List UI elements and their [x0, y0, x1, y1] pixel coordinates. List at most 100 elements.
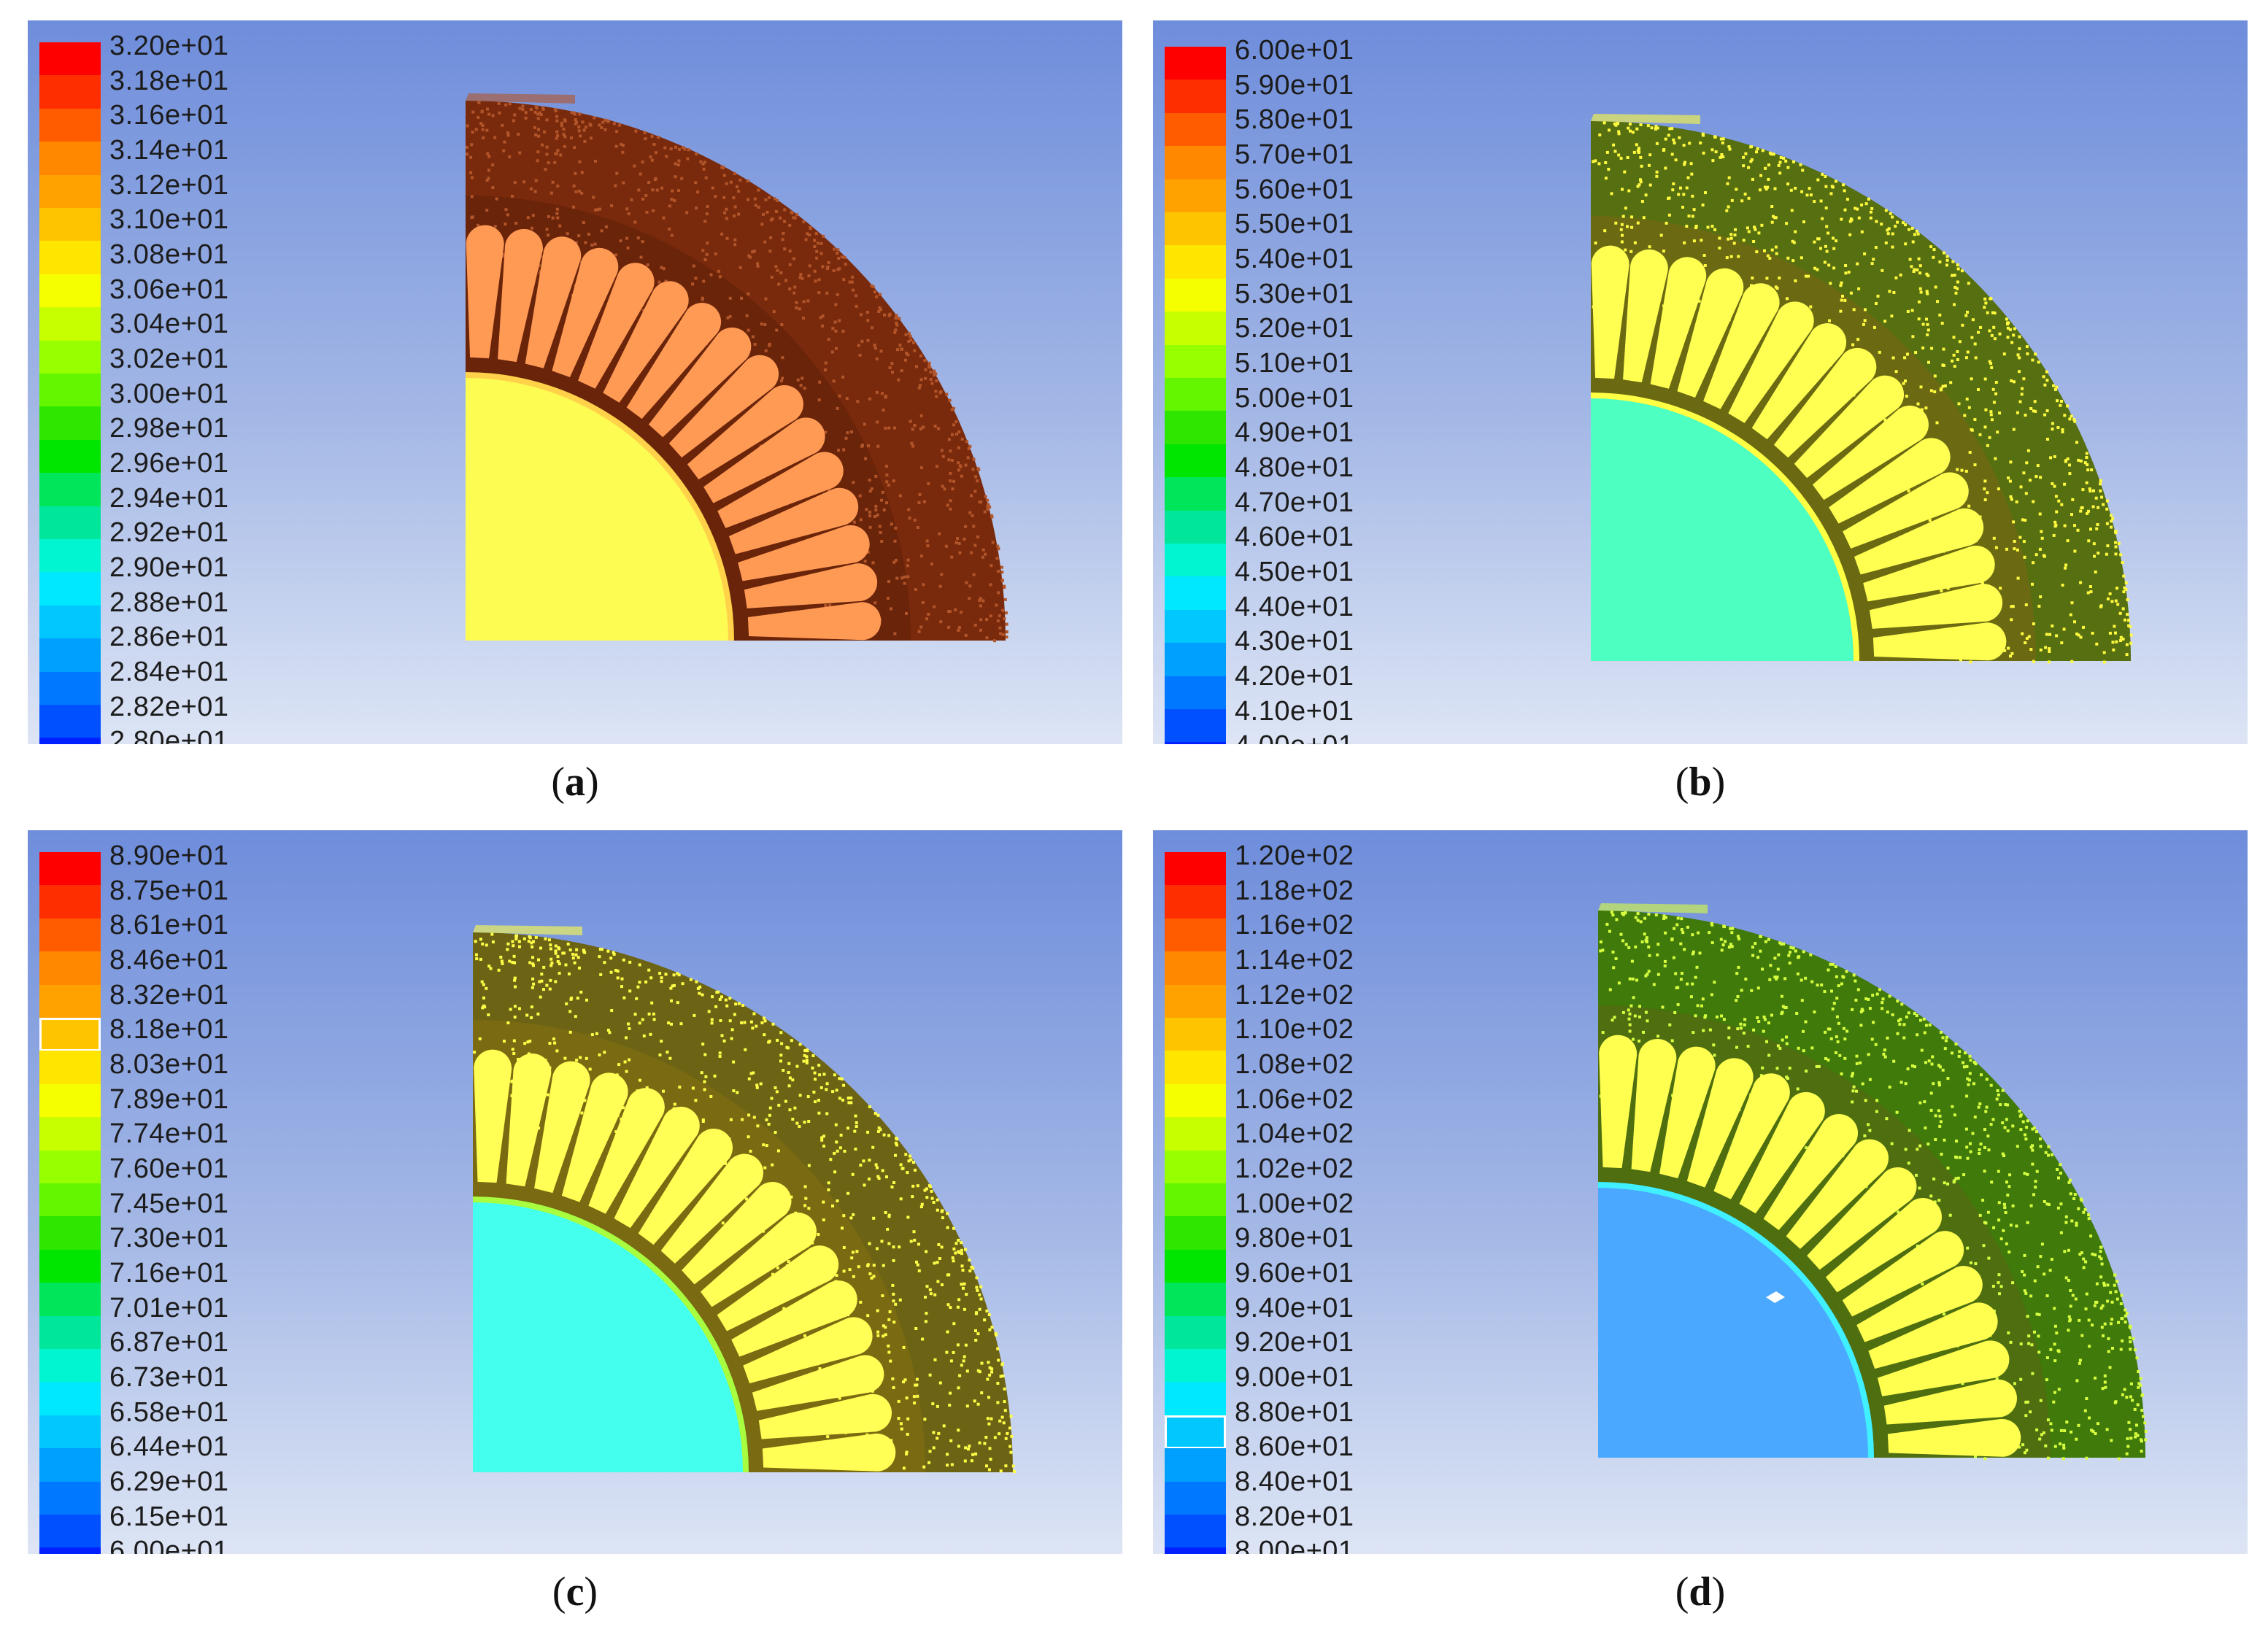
- colorbar-tick-label: 7.16e+01: [109, 1258, 229, 1289]
- colorbar-tick-label: 9.60e+01: [1235, 1258, 1354, 1289]
- stator-slot: [588, 1088, 665, 1214]
- colorbar-band: [1165, 112, 1226, 147]
- colorbar-band: [1165, 344, 1226, 379]
- colorbar-c: 8.90e+01 8.75e+01 8.61e+01 8.46e+01 8.32e+01…: [39, 842, 228, 1554]
- stator-slot: [758, 1393, 892, 1439]
- colorbar-tick-label: 5.10e+01: [1235, 348, 1354, 379]
- colorbar-band: [39, 1117, 101, 1151]
- colorbar-band: [1165, 1150, 1226, 1184]
- colorbar-tick-label: 2.80e+01: [109, 726, 229, 744]
- stator-slot: [603, 281, 689, 403]
- colorbar-band: [1165, 709, 1226, 743]
- colorbar-band: [1165, 444, 1226, 478]
- stator-slot: [728, 487, 859, 554]
- colorbar-tick-label: 4.80e+01: [1235, 452, 1354, 484]
- colorbar-tick-label: 1.12e+02: [1235, 979, 1354, 1010]
- colorbar-band: [39, 142, 101, 176]
- colorbar-band: [39, 1183, 101, 1217]
- stator-slot: [1763, 1114, 1859, 1231]
- rotor-artifact: [1766, 1291, 1785, 1303]
- colorbar-tick-label: 2.84e+01: [109, 657, 229, 688]
- stator-slot: [668, 355, 779, 458]
- colorbar-tick-label: 8.80e+01: [1235, 1396, 1354, 1428]
- stator-slot: [552, 247, 619, 378]
- colorbar-band: [1165, 510, 1226, 544]
- colorbar-band: [39, 951, 101, 986]
- colorbar-band: [39, 1515, 101, 1548]
- colorbar-tick-label: 3.14e+01: [109, 135, 229, 166]
- stator-slot: [1843, 472, 1969, 549]
- colorbar-band: [39, 1415, 101, 1449]
- colorbar-band: [39, 274, 101, 308]
- colorbar-band: [1165, 1216, 1226, 1250]
- colorbar-band: [39, 1349, 101, 1383]
- colorbar-tick-label: 3.16e+01: [109, 100, 229, 131]
- colorbar-band: [1165, 312, 1226, 346]
- stator-slot: [717, 452, 844, 528]
- colorbar-tick-label: 9.40e+01: [1235, 1292, 1354, 1323]
- colorbar-band: [1165, 576, 1226, 611]
- colorbar-band: [39, 852, 101, 886]
- colorbar-band: [39, 572, 101, 606]
- colorbar-tick-label: 8.90e+01: [109, 840, 229, 871]
- colorbar-band: [1165, 1515, 1226, 1548]
- colorbar-tick-label: 4.20e+01: [1235, 661, 1354, 692]
- colorbar-band: [39, 439, 101, 473]
- colorbar-tick-label: 7.30e+01: [109, 1223, 229, 1254]
- colorbar-band: [39, 638, 101, 673]
- colorbar-tick-label: 2.90e+01: [109, 552, 229, 584]
- colorbar-tick-label: 1.14e+02: [1235, 945, 1354, 975]
- colorbar-band: [1165, 544, 1226, 577]
- stator-slot: [578, 263, 655, 389]
- colorbar-tick-label: 3.00e+01: [109, 378, 229, 409]
- colorbar-tick-label: 5.30e+01: [1235, 278, 1354, 309]
- colorbar-tick-label: 4.30e+01: [1235, 626, 1354, 657]
- colorbar-band: [1165, 212, 1226, 246]
- colorbar-band: [39, 539, 101, 573]
- colorbar-band: [39, 1083, 101, 1118]
- colorbar-tick-label: 5.90e+01: [1235, 69, 1354, 101]
- colorbar-band: [39, 1382, 101, 1416]
- colorbar-band: [1165, 146, 1226, 180]
- colorbar-tick-label: 6.00e+01: [1235, 35, 1354, 66]
- colorbar-tick-label: 6.58e+01: [109, 1396, 229, 1428]
- colorbar-tick-label: 9.00e+01: [1235, 1362, 1354, 1393]
- colorbar-band: [1165, 1547, 1226, 1554]
- stator-slot: [626, 303, 722, 420]
- stator-slot: [1872, 622, 2007, 661]
- colorbar-band: [39, 1018, 101, 1051]
- colorbar-tick-label: 9.20e+01: [1235, 1327, 1354, 1358]
- stator-slot: [525, 236, 582, 368]
- colorbar-tick-label: 6.44e+01: [109, 1431, 229, 1463]
- contour-panel-d: 1.20e+02 1.18e+02 1.16e+02 1.14e+02 1.12e+02…: [1153, 830, 2248, 1554]
- stator-slot: [1739, 1091, 1825, 1214]
- mesh-speckle: [466, 101, 1008, 643]
- mesh-edge: [466, 93, 575, 104]
- rotor: [1598, 1188, 1868, 1458]
- colorbar-tick-label: 1.16e+02: [1235, 910, 1354, 941]
- colorbar-tick-label: 5.20e+01: [1235, 313, 1354, 344]
- stator-slot: [687, 384, 803, 480]
- rotor: [466, 378, 728, 641]
- colorbar-tick-label: 4.90e+01: [1235, 417, 1354, 449]
- colorbar-band: [39, 705, 101, 738]
- stator-slot: [1623, 249, 1668, 383]
- colorbar-band: [1165, 179, 1226, 213]
- colorbar-band: [39, 208, 101, 241]
- stator-slot: [1751, 323, 1847, 440]
- colorbar-band: [1165, 1117, 1226, 1151]
- stator-slot: [1825, 1197, 1942, 1293]
- colorbar-tick-label: 8.61e+01: [109, 910, 229, 941]
- colorbar-band: [1165, 1415, 1226, 1449]
- colorbar-band: [1165, 1249, 1226, 1283]
- stator-slot: [1686, 1058, 1754, 1188]
- colorbar-tick-label: 1.10e+02: [1235, 1014, 1354, 1045]
- colorbar-band: [39, 108, 101, 142]
- stator-slot: [1650, 257, 1707, 389]
- colorbar-band: [1165, 1051, 1226, 1085]
- stator-slot: [534, 1061, 590, 1194]
- colorbar-band: [39, 473, 101, 507]
- colorbar-d: 1.20e+02 1.18e+02 1.16e+02 1.14e+02 1.12e+02…: [1165, 842, 1354, 1554]
- colorbar-tick-label: 4.60e+01: [1235, 522, 1354, 553]
- colorbar-band: [39, 241, 101, 275]
